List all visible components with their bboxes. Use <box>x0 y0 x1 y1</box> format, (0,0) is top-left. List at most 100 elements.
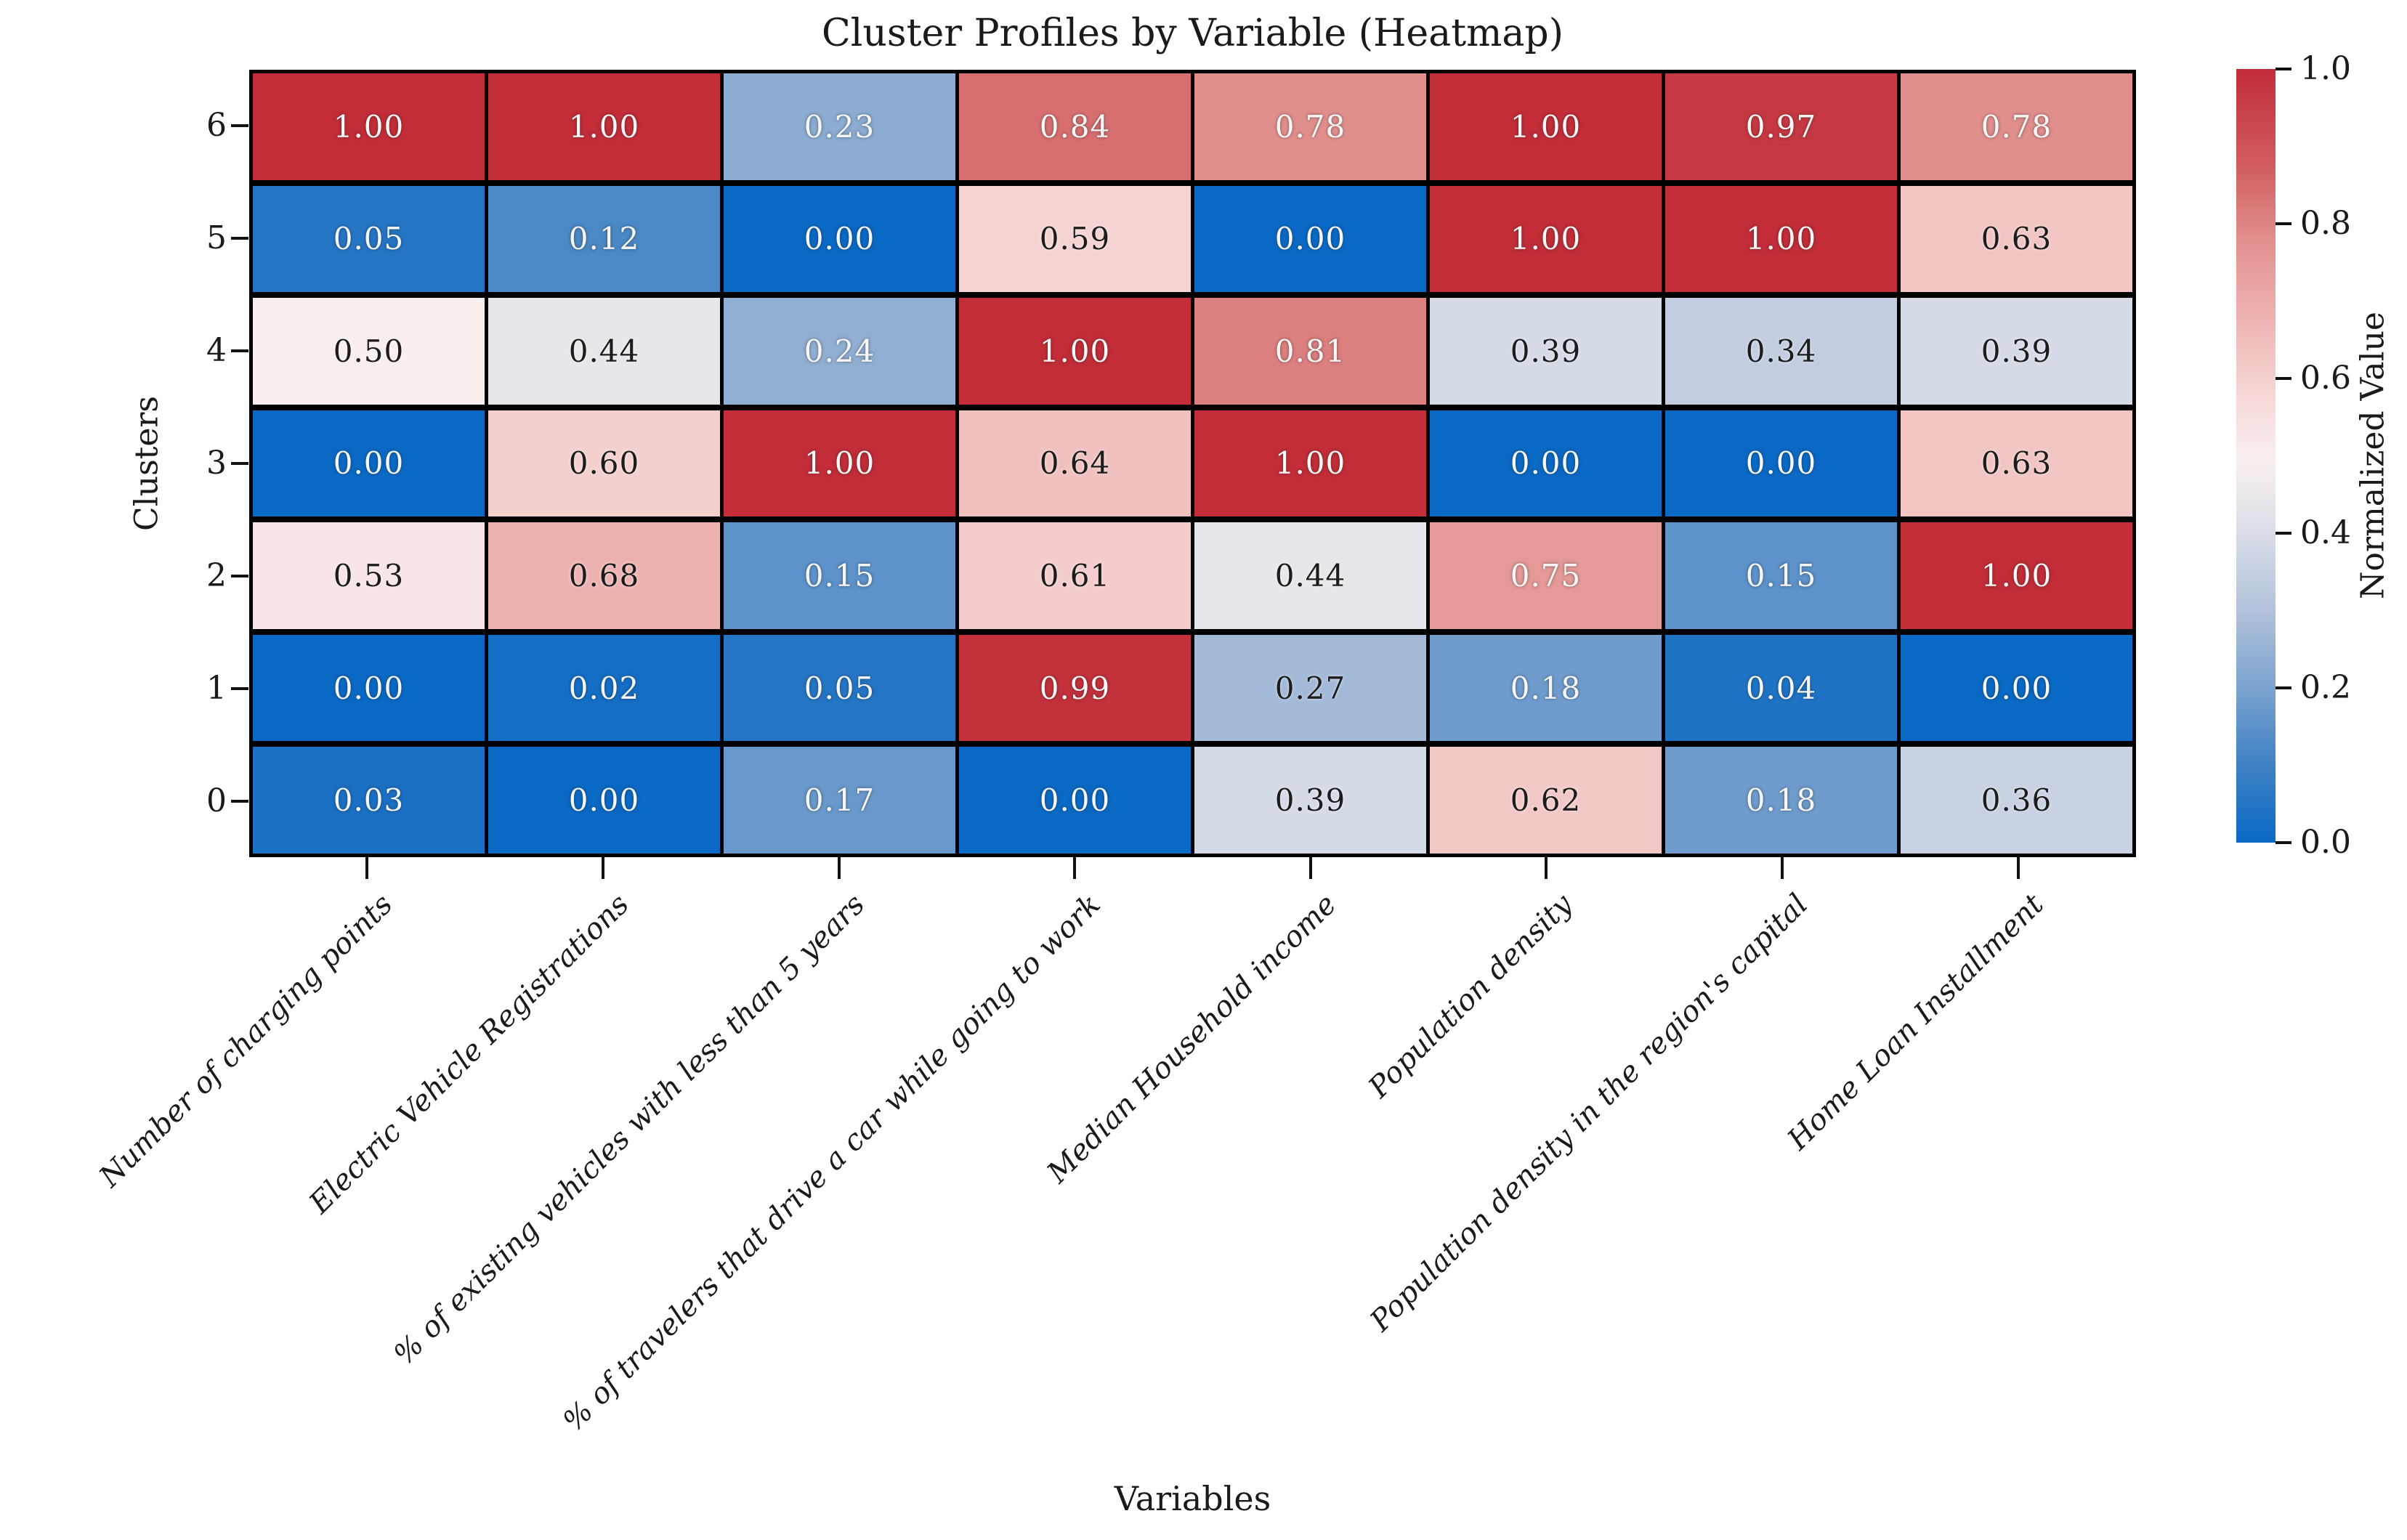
colorbar-tick-mark <box>2275 841 2291 844</box>
heatmap-cell-r6-c0: 1.00 <box>253 73 485 180</box>
heatmap-cell-r6-c1: 1.00 <box>488 73 720 180</box>
x-tick-mark <box>1781 857 1784 879</box>
heatmap-cell-r3-c1: 0.60 <box>488 410 720 517</box>
heatmap-cell-r5-c4: 0.00 <box>1194 185 1426 293</box>
heatmap-cell-r2-c5: 0.75 <box>1430 522 1662 629</box>
heatmap-cell-r1-c5: 0.18 <box>1430 634 1662 742</box>
heatmap-cell-r3-c0: 0.00 <box>253 410 485 517</box>
heatmap-cell-r6-c2: 0.23 <box>724 73 955 180</box>
x-tick-label-3: % of travelers that drive a car while go… <box>557 888 1107 1438</box>
colorbar-tick-label-0.4: 0.4 <box>2300 514 2351 551</box>
heatmap-cell-r5-c1: 0.12 <box>488 185 720 293</box>
y-tick-mark <box>231 686 248 690</box>
x-tick-mark <box>837 857 841 879</box>
x-tick-mark <box>365 857 369 879</box>
x-tick-label-4: Median Household income <box>1040 888 1343 1190</box>
colorbar-tick-mark <box>2275 686 2291 689</box>
heatmap-cell-r5-c6: 1.00 <box>1665 185 1897 293</box>
y-tick-label-6: 6 <box>206 107 227 145</box>
heatmap-cell-r3-c5: 0.00 <box>1430 410 1662 517</box>
heatmap-grid: 1.00 1.00 0.23 0.84 0.78 1.00 0.97 0.78 0.05 0.12… <box>249 70 2136 857</box>
x-tick-label-7: Home Loan Installment <box>1781 888 2051 1157</box>
heatmap-cell-r3-c7: 0.63 <box>1901 410 2132 517</box>
y-tick-label-2: 2 <box>206 556 227 594</box>
x-tick-mark <box>1308 857 1312 879</box>
heatmap-cell-r4-c5: 0.39 <box>1430 298 1662 405</box>
heatmap-cell-r6-c5: 1.00 <box>1430 73 1662 180</box>
heatmap-cell-r2-c4: 0.44 <box>1194 522 1426 629</box>
colorbar-tick-label-0.0: 0.0 <box>2300 824 2351 861</box>
y-tick-mark <box>231 237 248 240</box>
heatmap-cell-r4-c2: 0.24 <box>724 298 955 405</box>
heatmap-cell-r0-c4: 0.39 <box>1194 747 1426 854</box>
heatmap-cell-r1-c0: 0.00 <box>253 634 485 742</box>
chart-title: Cluster Profiles by Variable (Heatmap) <box>822 12 1563 55</box>
heatmap-cell-r1-c7: 0.00 <box>1901 634 2132 742</box>
y-tick-mark <box>231 124 248 128</box>
x-tick-mark <box>2016 857 2020 879</box>
heatmap-cell-r0-c0: 0.03 <box>253 747 485 854</box>
colorbar-tick-label-0.6: 0.6 <box>2300 360 2351 397</box>
y-tick-label-3: 3 <box>206 445 227 482</box>
heatmap-cell-r4-c4: 0.81 <box>1194 298 1426 405</box>
colorbar-tick-label-0.2: 0.2 <box>2300 669 2351 706</box>
heatmap-cell-r0-c7: 0.36 <box>1901 747 2132 854</box>
x-tick-mark <box>1545 857 1548 879</box>
heatmap-cell-r3-c3: 0.64 <box>959 410 1191 517</box>
colorbar-title: Normalized Value <box>2354 312 2392 599</box>
colorbar-tick-mark <box>2275 377 2291 380</box>
heatmap-cell-r1-c1: 0.02 <box>488 634 720 742</box>
heatmap-cell-r6-c3: 0.84 <box>959 73 1191 180</box>
heatmap-cell-r3-c2: 1.00 <box>724 410 955 517</box>
heatmap-cell-r5-c3: 0.59 <box>959 185 1191 293</box>
x-tick-mark <box>1073 857 1077 879</box>
heatmap-cell-r0-c6: 0.18 <box>1665 747 1897 854</box>
y-tick-mark <box>231 349 248 353</box>
heatmap-cell-r1-c4: 0.27 <box>1194 634 1426 742</box>
x-tick-label-5: Population density <box>1362 888 1579 1105</box>
heatmap-cell-r0-c1: 0.00 <box>488 747 720 854</box>
y-tick-label-5: 5 <box>206 219 227 257</box>
y-tick-label-1: 1 <box>206 669 227 707</box>
heatmap-cell-r1-c6: 0.04 <box>1665 634 1897 742</box>
y-tick-mark <box>231 574 248 578</box>
heatmap-cell-r5-c7: 0.63 <box>1901 185 2132 293</box>
heatmap-cell-r6-c4: 0.78 <box>1194 73 1426 180</box>
heatmap-cell-r2-c6: 0.15 <box>1665 522 1897 629</box>
colorbar-tick-mark <box>2275 68 2291 70</box>
heatmap-cell-r2-c7: 1.00 <box>1901 522 2132 629</box>
heatmap-cell-r2-c3: 0.61 <box>959 522 1191 629</box>
heatmap-cell-r6-c6: 0.97 <box>1665 73 1897 180</box>
heatmap-cell-r2-c2: 0.15 <box>724 522 955 629</box>
heatmap-cell-r1-c2: 0.05 <box>724 634 955 742</box>
heatmap-cell-r5-c0: 0.05 <box>253 185 485 293</box>
x-axis-title: Variables <box>1114 1479 1271 1518</box>
colorbar <box>2236 69 2275 843</box>
colorbar-tick-mark <box>2275 222 2291 225</box>
heatmap-cell-r0-c3: 0.00 <box>959 747 1191 854</box>
heatmap-cell-r4-c6: 0.34 <box>1665 298 1897 405</box>
heatmap-cell-r4-c1: 0.44 <box>488 298 720 405</box>
y-tick-label-4: 4 <box>206 332 227 370</box>
y-axis-title: Clusters <box>128 396 166 531</box>
x-tick-mark <box>601 857 604 879</box>
heatmap-cell-r0-c2: 0.17 <box>724 747 955 854</box>
colorbar-tick-label-0.8: 0.8 <box>2300 205 2351 242</box>
x-tick-label-2: % of existing vehicles with less than 5 … <box>387 888 872 1371</box>
y-tick-mark <box>231 799 248 803</box>
heatmap-cell-r6-c7: 0.78 <box>1901 73 2132 180</box>
colorbar-tick-mark <box>2275 532 2291 535</box>
heatmap-cell-r3-c6: 0.00 <box>1665 410 1897 517</box>
colorbar-tick-label-1.0: 1.0 <box>2300 50 2351 87</box>
heatmap-cell-r2-c0: 0.53 <box>253 522 485 629</box>
x-tick-label-6: Population density in the region's capit… <box>1364 888 1815 1338</box>
heatmap-cell-r5-c5: 1.00 <box>1430 185 1662 293</box>
heatmap-cell-r4-c0: 0.50 <box>253 298 485 405</box>
heatmap-cell-r2-c1: 0.68 <box>488 522 720 629</box>
y-tick-mark <box>231 462 248 465</box>
heatmap-cell-r1-c3: 0.99 <box>959 634 1191 742</box>
heatmap-cell-r0-c5: 0.62 <box>1430 747 1662 854</box>
heatmap-cell-r4-c3: 1.00 <box>959 298 1191 405</box>
y-tick-label-0: 0 <box>206 782 227 819</box>
